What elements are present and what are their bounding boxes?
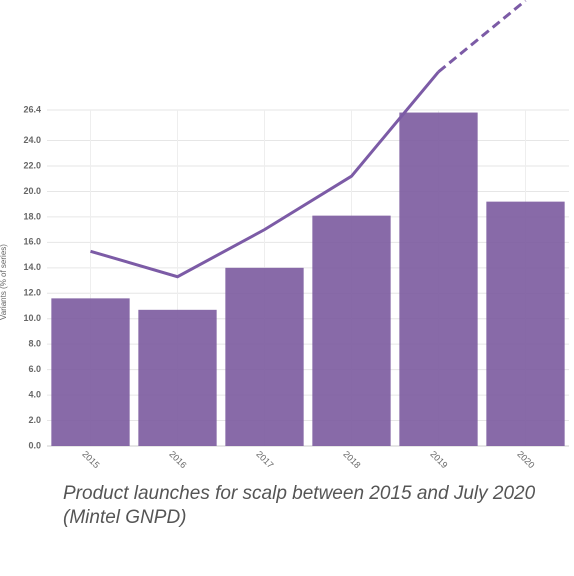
y-tick-label: 6.0 — [28, 364, 41, 374]
x-tick-label: 2015 — [80, 449, 101, 470]
bar — [51, 298, 130, 446]
y-tick-label: 12.0 — [23, 288, 41, 298]
y-tick-label: 18.0 — [23, 211, 41, 221]
line — [90, 70, 440, 279]
x-tick-label: 2018 — [341, 449, 362, 470]
y-tick-label: 8.0 — [28, 339, 41, 349]
y-tick-label: 0.0 — [28, 440, 41, 450]
y-tick-label: 4.0 — [28, 389, 41, 399]
y-tick-label: 10.0 — [23, 313, 41, 323]
caption: Product launches for scalp between 2015 … — [63, 483, 536, 528]
bar — [486, 201, 565, 446]
y-tick-label: 14.0 — [23, 262, 41, 272]
y-tick-label: 2.0 — [28, 415, 41, 425]
bar — [225, 267, 304, 446]
bar — [399, 112, 478, 446]
y-axis-label: Variants (% of series) — [0, 244, 8, 320]
line-dashed — [437, 0, 527, 73]
y-tick-label: 20.0 — [23, 186, 41, 196]
y-tick-label: 22.0 — [23, 160, 41, 170]
x-tick-label: 2020 — [515, 449, 536, 470]
x-tick-label: 2016 — [167, 449, 188, 470]
y-tick-label: 26.4 — [23, 104, 41, 114]
y-tick-label: 24.0 — [23, 135, 41, 145]
bar — [312, 215, 391, 446]
x-tick-label: 2017 — [254, 449, 275, 470]
bar — [138, 309, 217, 446]
y-tick-label: 16.0 — [23, 237, 41, 247]
x-tick-label: 2019 — [428, 449, 449, 470]
